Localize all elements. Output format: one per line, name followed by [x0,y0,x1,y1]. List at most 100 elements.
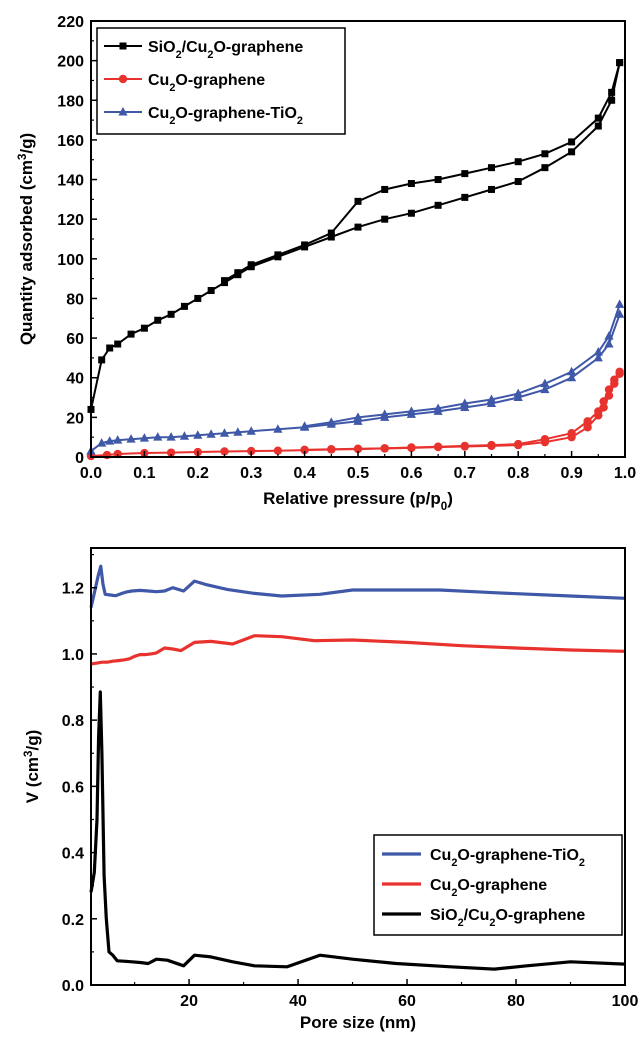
isotherm-adsorption-point [127,330,135,338]
isotherm-desorption-point [541,150,549,158]
pore-legend-label-part: 2 [458,917,464,929]
isotherm-desorption-point [221,277,228,285]
isotherm-adsorption-point [594,122,602,130]
isotherm-x-tick-label: 0.7 [454,465,476,482]
pore-y-tick-label: 0.0 [62,978,84,995]
isotherm-y-tick-label: 100 [57,252,84,269]
isotherm-desorption-point [615,367,624,376]
isotherm-legend-marker [119,42,127,50]
pore-x-axis-label: Pore size (nm) [300,1013,416,1032]
isotherm-adsorption-point [126,434,136,443]
isotherm-adsorption-point [140,324,148,332]
isotherm-adsorption-point [153,432,163,441]
isotherm-desorption-point [433,442,443,451]
isotherm-adsorption-point [615,309,625,318]
isotherm-adsorption-point [608,96,616,104]
pore-legend-label-part: 2 [451,857,457,869]
pore-legend-label-part: Cu [430,877,451,894]
isotherm-adsorption-point [194,294,202,302]
isotherm-desorption-point [381,185,389,193]
pore-y-tick-label: 1.0 [62,647,84,664]
isotherm-adsorption-point [461,193,469,201]
isotherm-adsorption-point [167,310,175,318]
isotherm-desorption-point [300,421,310,430]
isotherm-desorption-point [234,269,242,277]
isotherm-adsorption-point [354,223,362,231]
isotherm-adsorption-point [179,431,190,440]
pore-y-axis-label: V (cm3/g) [23,730,42,804]
isotherm-adsorption-point [381,215,389,223]
isotherm-adsorption-point [514,178,522,186]
pore-legend-label-part: 2 [579,857,585,869]
isotherm-legend-label-part: Cu [148,105,169,122]
isotherm-legend-label: Cu2O-graphene-TiO2 [148,105,303,127]
isotherm-desorption-point [460,398,470,407]
isotherm-desorption-point [247,261,255,269]
pore-y-tick-label: 0.6 [62,779,84,796]
isotherm-legend-label: SiO2/Cu2O-graphene [148,39,303,61]
isotherm-desorption-point [434,176,442,184]
pore-series-line-0 [89,564,626,608]
isotherm-desorption-point [540,434,550,444]
isotherm-desorption-point [616,59,624,67]
isotherm-desorption-point [608,88,616,96]
isotherm-adsorption-point [540,384,550,394]
isotherm-desorption-point [514,158,522,166]
isotherm-y-tick-label: 120 [57,212,84,229]
isotherm-desorption-point [326,417,336,426]
isotherm-desorption-point [610,375,619,384]
isotherm-desorption-point [301,241,309,249]
isotherm-adsorption-point [583,423,592,432]
isotherm-desorption-point [488,164,495,172]
isotherm-legend-label-part: O-graphene [175,72,265,89]
isotherm-x-tick-label: 1.0 [614,465,636,482]
isotherm-x-tick-label: 0.3 [240,465,262,482]
isotherm-desorption-point [540,378,550,388]
isotherm-y-axis-label-part: /g) [17,133,36,154]
pore-y-axis-label-part: 3 [23,751,35,757]
pore-y-tick-label: 1.2 [62,581,84,598]
isotherm-adsorption-point [604,339,614,348]
isotherm-x-tick-label: 0.6 [400,465,422,482]
isotherm-desorption-point [327,229,335,237]
isotherm-legend-label-part: O-graphene-TiO [175,105,297,122]
isotherm-desorption-point [274,251,282,259]
pore-series-line-2 [89,690,626,971]
pore-size-chart: 20 40 60 80 100 0.0 0.2 0.4 0.6 0.8 1.0 1.2 Pore siz… [23,547,638,1032]
isotherm-legend-label-part: 2 [176,49,182,61]
isotherm-legend-label-part: SiO [148,39,176,56]
isotherm-legend: SiO2/Cu2O-grapheneCu2O-grapheneCu2O-grap… [96,27,346,135]
isotherm-desorption-point [433,403,443,412]
pore-legend-label-part: O-graphene [457,877,547,894]
isotherm-legend-marker [118,74,128,84]
pore-y-axis-label-part: /g) [23,730,42,751]
isotherm-y-tick-label: 220 [57,14,84,31]
pore-y-axis-label-part: V (cm [23,757,42,803]
pore-legend-label-part: SiO [430,907,458,924]
isotherm-legend-label-part: Cu [148,72,169,89]
isotherm-series-1 [86,367,624,461]
pore-legend-label-part: Cu [430,847,451,864]
isotherm-adsorption-point [219,428,230,437]
isotherm-adsorption-point [273,446,283,455]
isotherm-desorption-point [327,445,336,454]
isotherm-legend-label-part: 2 [169,115,175,127]
isotherm-legend-marker [118,107,128,116]
isotherm-adsorption-point [106,344,114,352]
pore-legend-label-part: /Cu [464,907,490,924]
isotherm-adsorption-point [193,430,203,439]
isotherm-adsorption-point [568,148,576,156]
isotherm-adsorption-point [220,447,229,456]
pore-legend-label: Cu2O-graphene-TiO2 [430,847,585,869]
isotherm-adsorption-point [180,302,188,310]
isotherm-desorption-point [460,441,469,451]
isotherm-adsorption-point [327,233,335,241]
isotherm-adsorption-line [90,313,621,452]
isotherm-adsorption-point [139,433,149,442]
isotherm-desorption-point [407,443,416,452]
pore-legend-label: Cu2O-graphene [430,877,547,899]
isotherm-desorption-point [353,444,363,453]
isotherm-adsorption-point [97,438,107,447]
isotherm-adsorption-point [246,426,256,435]
